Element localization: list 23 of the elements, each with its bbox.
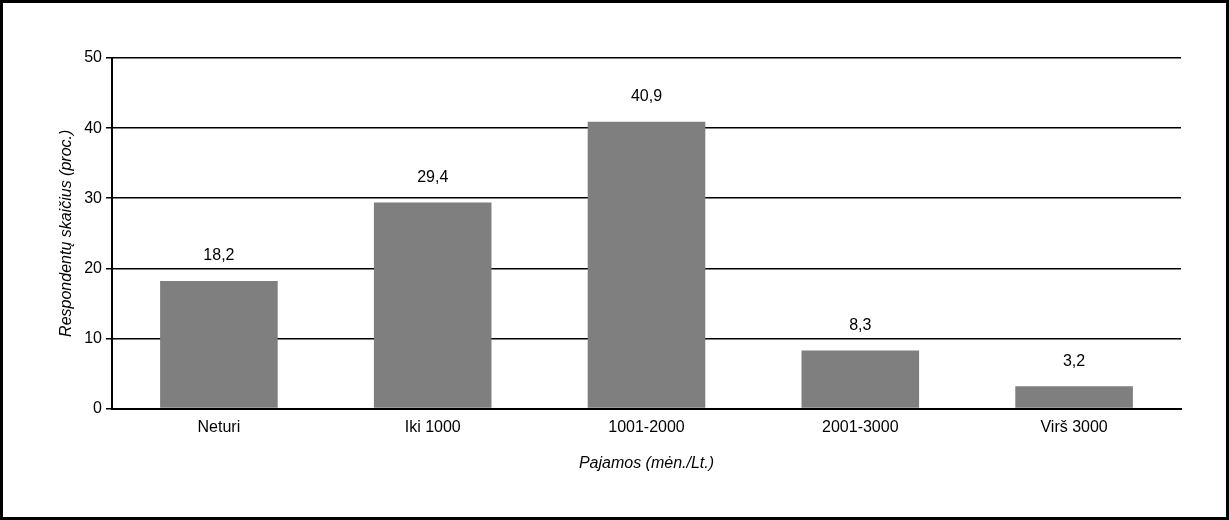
y-tick-label: 10 — [84, 328, 103, 346]
data-label: 18,2 — [203, 246, 235, 264]
x-tick-label: 2001-3000 — [822, 417, 899, 435]
y-tick-label: 50 — [84, 48, 103, 66]
data-label: 8,3 — [849, 315, 872, 333]
x-tick-label: Virš 3000 — [1040, 417, 1108, 435]
x-tick-label: Iki 1000 — [404, 417, 461, 435]
bar — [1015, 386, 1133, 408]
bar — [587, 121, 706, 408]
y-tick-label: 40 — [84, 118, 103, 136]
data-label: 40,9 — [630, 87, 663, 105]
bar — [373, 202, 492, 408]
x-axis-title: Pajamos (mėn./Lt.) — [578, 453, 715, 471]
y-tick-label: 20 — [84, 258, 103, 276]
bar — [801, 350, 920, 408]
y-axis-title: Respondentų skaičius (proc.) — [57, 129, 75, 337]
y-tick-label: 30 — [84, 188, 103, 206]
data-label: 3,2 — [1062, 351, 1086, 369]
x-tick-label: Neturi — [197, 417, 241, 435]
data-label: 29,4 — [417, 167, 449, 185]
bar — [160, 280, 278, 408]
x-tick-label: 1001-2000 — [608, 417, 685, 435]
y-tick-label: 0 — [93, 399, 103, 417]
